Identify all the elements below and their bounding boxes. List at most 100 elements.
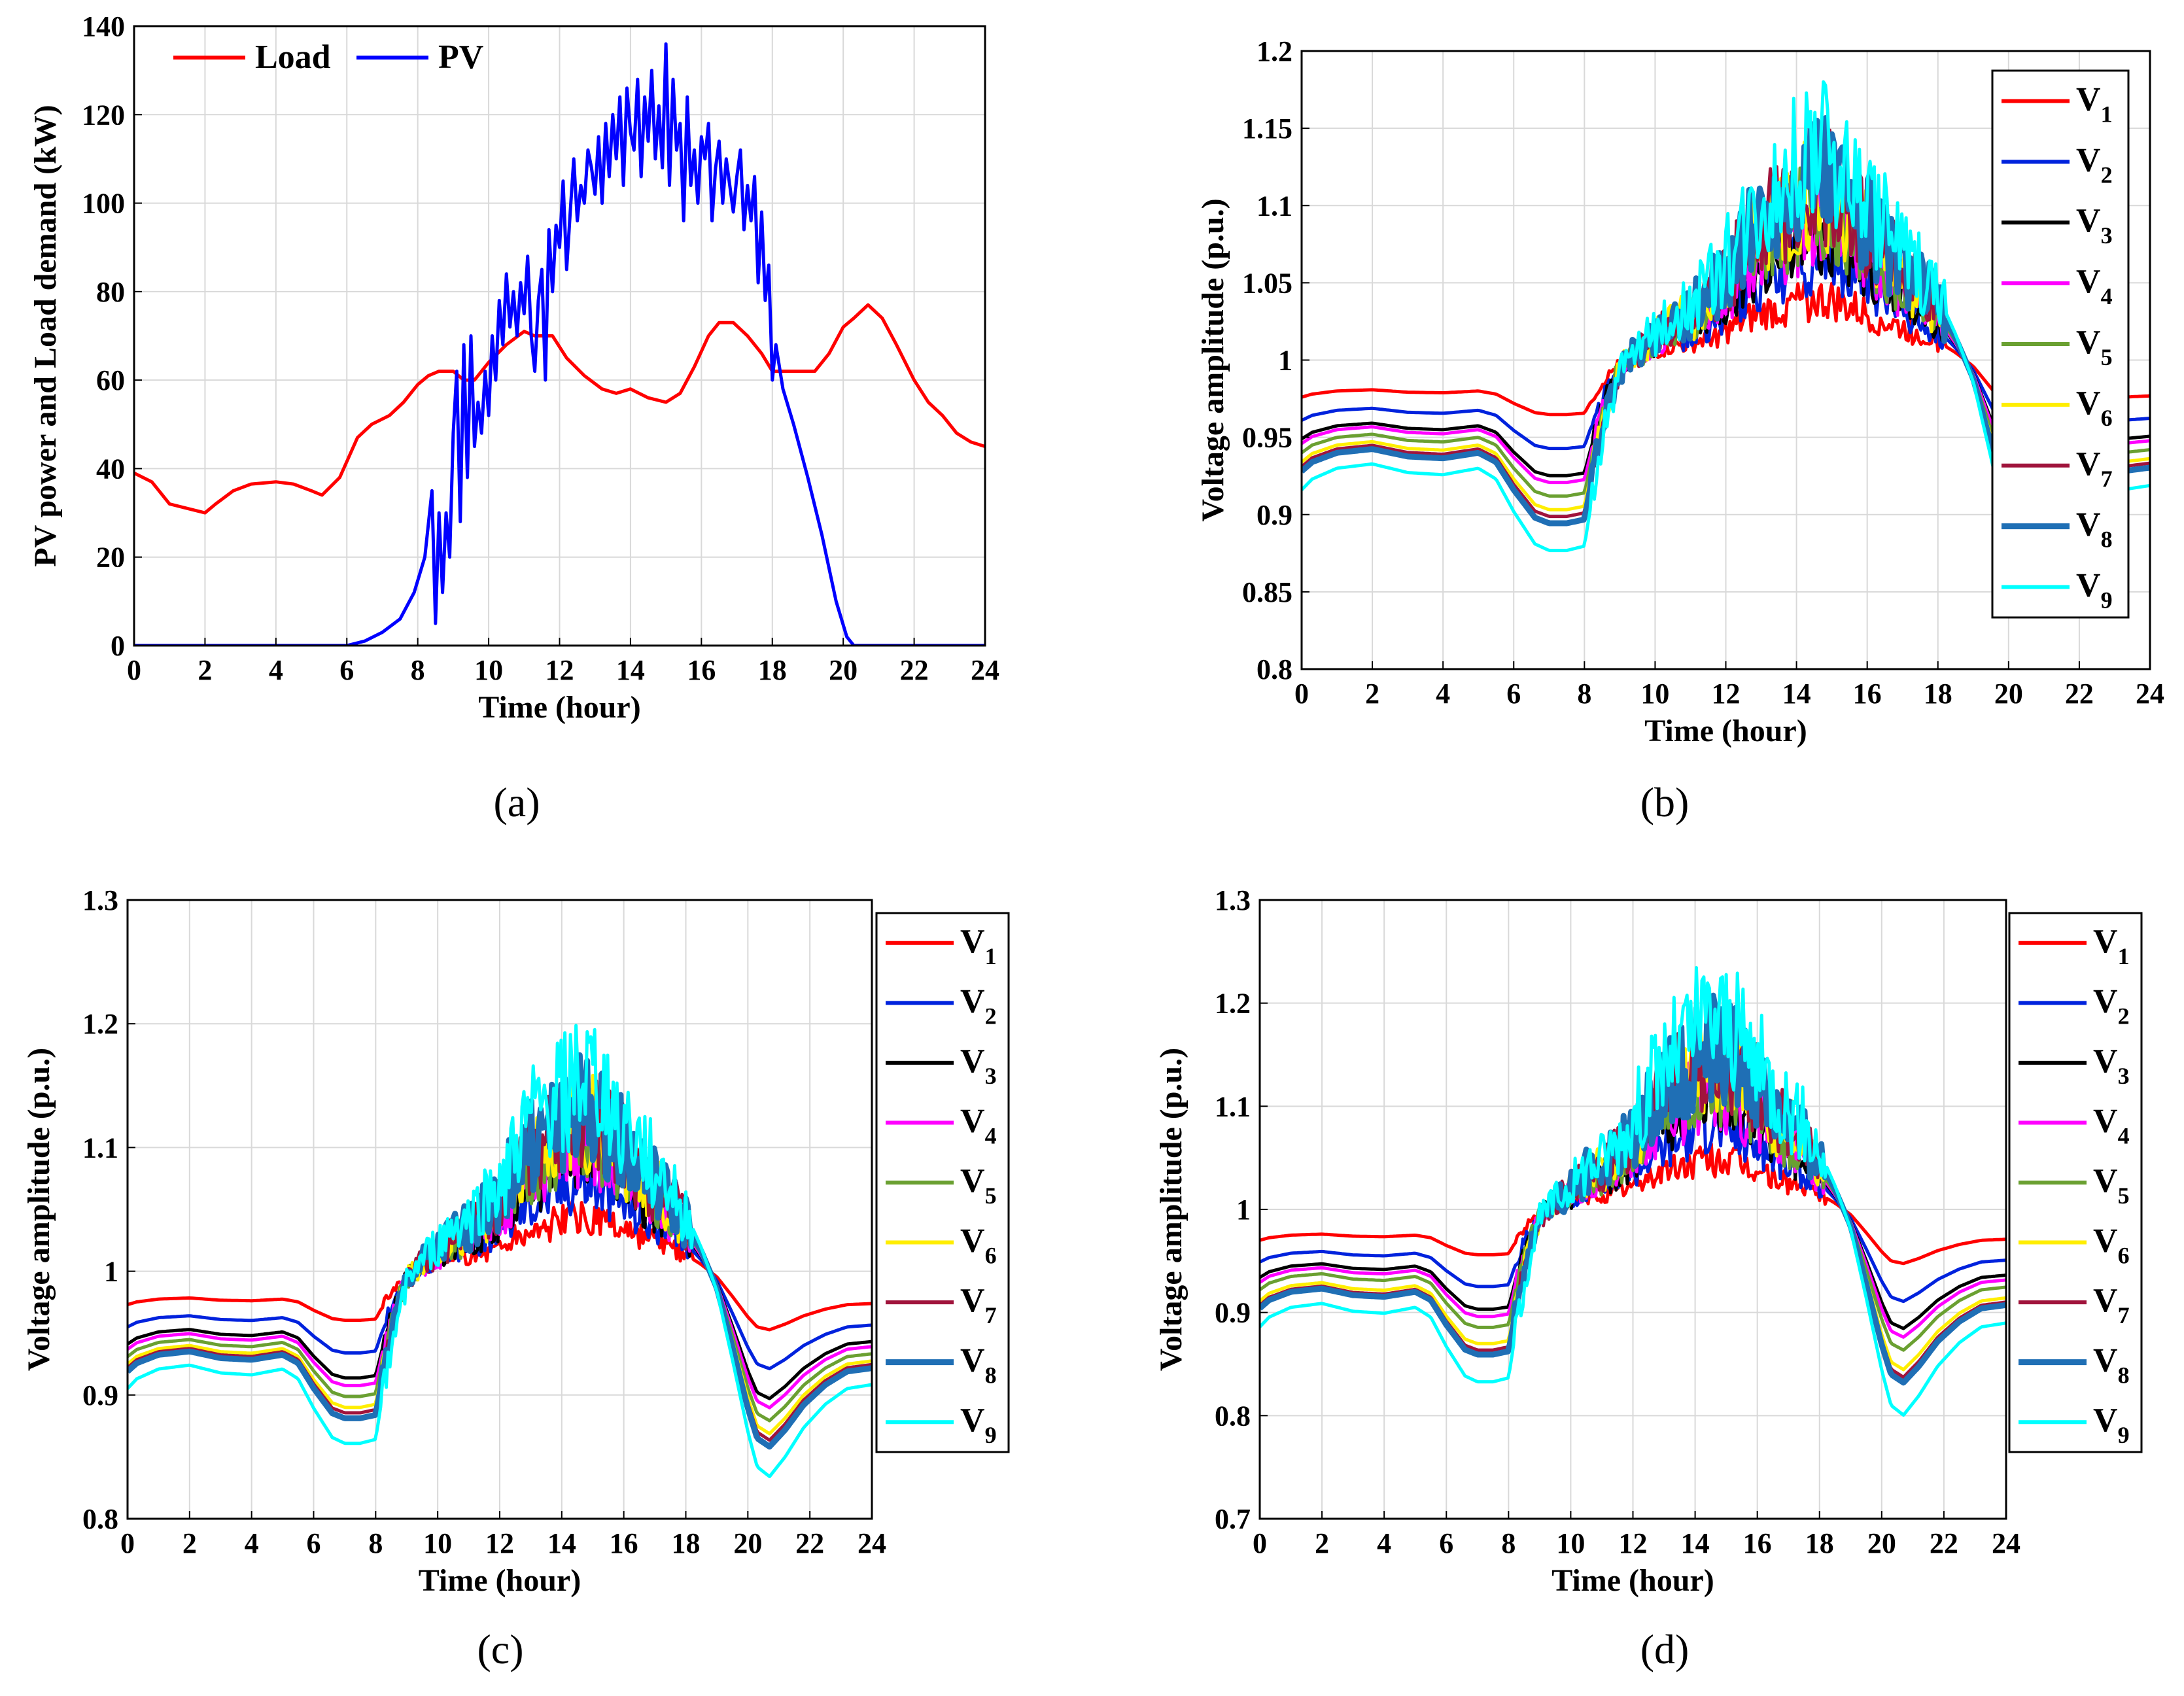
y-tick-label: 100 bbox=[82, 188, 125, 220]
y-tick-label: 120 bbox=[82, 99, 125, 131]
x-axis-label: Time (hour) bbox=[419, 1563, 581, 1598]
y-tick-label: 140 bbox=[82, 10, 125, 43]
y-tick-label: 80 bbox=[96, 276, 125, 308]
x-tick-label: 14 bbox=[616, 654, 645, 686]
y-tick-label: 0.8 bbox=[82, 1503, 118, 1535]
y-tick-label: 1.1 bbox=[1257, 190, 1292, 222]
series-line-PV bbox=[134, 42, 985, 646]
x-tick-label: 10 bbox=[1640, 678, 1669, 710]
legend-label: V6 bbox=[2093, 1222, 2130, 1269]
x-tick-label: 6 bbox=[1506, 678, 1521, 710]
y-tick-label: 1.2 bbox=[1215, 988, 1251, 1020]
x-tick-label: 12 bbox=[1619, 1527, 1648, 1559]
y-axis-label: Voltage amplitude (p.u.) bbox=[1154, 1048, 1188, 1371]
y-tick-label: 1.2 bbox=[1257, 35, 1292, 67]
x-tick-label: 14 bbox=[1681, 1527, 1710, 1559]
y-tick-label: 0 bbox=[111, 630, 125, 662]
y-tick-label: 1.05 bbox=[1242, 267, 1292, 299]
x-tick-label: 2 bbox=[1315, 1527, 1329, 1559]
legend-label: V4 bbox=[2093, 1102, 2130, 1149]
legend-label: V9 bbox=[2093, 1402, 2130, 1448]
panel-c: 0 2 4 6 8 10 12 14 16 18 20 22 240.80.911.11.21.3Tim… bbox=[22, 884, 1010, 1672]
legend-label: V1 bbox=[960, 923, 997, 969]
y-axis-label: Voltage amplitude (p.u.) bbox=[22, 1048, 56, 1371]
x-tick-label: 16 bbox=[687, 654, 716, 686]
legend-label: V8 bbox=[2093, 1342, 2130, 1389]
x-tick-label: 14 bbox=[547, 1527, 576, 1559]
legend-label: V7 bbox=[960, 1282, 997, 1328]
y-tick-label: 60 bbox=[96, 364, 125, 396]
x-tick-label: 18 bbox=[1805, 1527, 1834, 1559]
x-tick-label: 10 bbox=[474, 654, 503, 686]
x-tick-label: 20 bbox=[1994, 678, 2023, 710]
panel-a: 0 2 4 6 8 10 12 14 16 18 20 22 24020406080100120140T… bbox=[28, 10, 999, 825]
series-line-V9 bbox=[1260, 966, 2006, 1417]
x-tick-label: 22 bbox=[2065, 678, 2094, 710]
x-axis-label: Time (hour) bbox=[1644, 714, 1807, 748]
legend-label: V1 bbox=[2076, 80, 2113, 127]
legend-label: V3 bbox=[2093, 1043, 2130, 1089]
x-tick-label: 14 bbox=[1782, 678, 1811, 710]
y-tick-label: 1.3 bbox=[1215, 884, 1251, 916]
panel-d: 0 2 4 6 8 10 12 14 16 18 20 22 240.70.80.911.11.21.3… bbox=[1154, 884, 2143, 1672]
x-tick-label: 6 bbox=[307, 1527, 321, 1559]
x-tick-label: 2 bbox=[198, 654, 212, 686]
y-axis-label: Voltage amplitude (p.u.) bbox=[1196, 198, 1230, 521]
legend-label: V9 bbox=[2076, 567, 2113, 614]
legend-label: V8 bbox=[2076, 506, 2113, 553]
y-tick-label: 1.15 bbox=[1242, 112, 1292, 145]
x-tick-label: 8 bbox=[411, 654, 425, 686]
x-tick-label: 0 bbox=[127, 654, 141, 686]
legend-label: V9 bbox=[960, 1402, 997, 1448]
y-tick-label: 1.3 bbox=[82, 884, 118, 916]
y-tick-label: 0.85 bbox=[1242, 576, 1292, 608]
x-tick-label: 18 bbox=[758, 654, 787, 686]
legend-label: V3 bbox=[960, 1043, 997, 1089]
y-tick-label: 0.9 bbox=[1257, 499, 1292, 531]
y-tick-label: 20 bbox=[96, 542, 125, 574]
series-line-V5 bbox=[1260, 1037, 2006, 1352]
series-line-Load bbox=[134, 303, 985, 515]
legend-label: V6 bbox=[960, 1222, 997, 1269]
x-tick-label: 16 bbox=[1743, 1527, 1772, 1559]
y-tick-label: 0.9 bbox=[1215, 1297, 1251, 1329]
x-tick-label: 0 bbox=[1253, 1527, 1267, 1559]
legend-label: V2 bbox=[960, 982, 997, 1029]
x-tick-label: 24 bbox=[1992, 1527, 2020, 1559]
y-tick-label: 0.9 bbox=[82, 1379, 118, 1411]
y-tick-label: 0.8 bbox=[1257, 653, 1292, 685]
x-tick-label: 18 bbox=[1924, 678, 1952, 710]
legend-label: V1 bbox=[2093, 923, 2130, 969]
x-tick-label: 20 bbox=[829, 654, 858, 686]
x-tick-label: 0 bbox=[1294, 678, 1309, 710]
x-tick-label: 10 bbox=[423, 1527, 452, 1559]
y-tick-label: 1.2 bbox=[82, 1008, 118, 1040]
x-axis-label: Time (hour) bbox=[1551, 1563, 1714, 1598]
series-group bbox=[128, 1024, 872, 1478]
series-line-V4 bbox=[128, 1099, 872, 1410]
legend-label: V2 bbox=[2076, 141, 2113, 188]
y-tick-label: 1.1 bbox=[82, 1132, 118, 1164]
series-line-V1 bbox=[1260, 1142, 2006, 1266]
x-tick-label: 8 bbox=[1501, 1527, 1516, 1559]
x-tick-label: 6 bbox=[1439, 1527, 1453, 1559]
y-tick-label: 1 bbox=[1236, 1194, 1251, 1226]
y-tick-label: 1 bbox=[104, 1256, 118, 1288]
x-tick-label: 6 bbox=[339, 654, 354, 686]
x-tick-label: 22 bbox=[1930, 1527, 1958, 1559]
panel-b: 0 2 4 6 8 10 12 14 16 18 20 22 240.80.850.90.9511.05… bbox=[1196, 35, 2164, 825]
legend-label: V2 bbox=[2093, 982, 2130, 1029]
legend-label: V4 bbox=[2076, 263, 2113, 309]
legend-label: V7 bbox=[2093, 1282, 2130, 1328]
x-axis-label: Time (hour) bbox=[478, 690, 640, 725]
y-tick-label: 0.95 bbox=[1242, 422, 1292, 454]
y-axis-label: PV power and Load demand (kW) bbox=[28, 105, 63, 566]
y-tick-label: 1 bbox=[1278, 345, 1292, 377]
x-tick-label: 2 bbox=[182, 1527, 197, 1559]
legend-label: V8 bbox=[960, 1342, 997, 1389]
x-tick-label: 16 bbox=[610, 1527, 638, 1559]
legend-label: Load bbox=[255, 39, 331, 76]
x-tick-label: 20 bbox=[1867, 1527, 1896, 1559]
legend-label: PV bbox=[438, 39, 483, 76]
x-tick-label: 4 bbox=[269, 654, 283, 686]
